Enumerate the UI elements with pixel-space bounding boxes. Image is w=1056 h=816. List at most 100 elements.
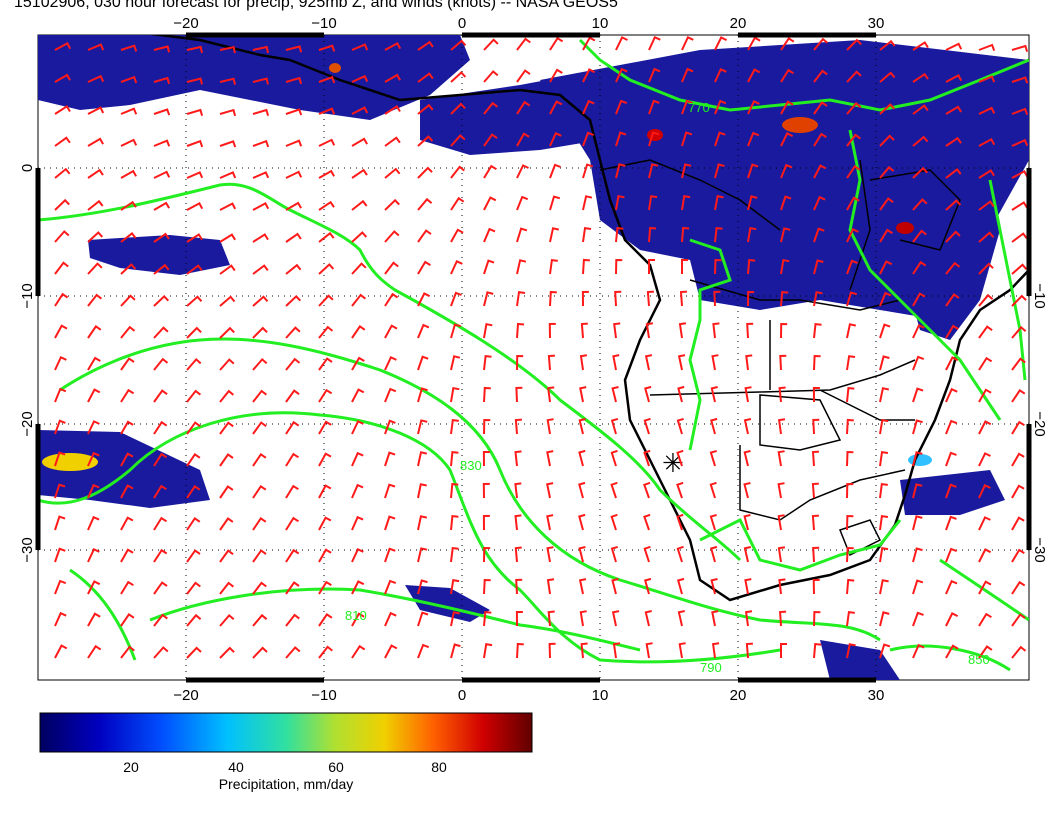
wind-barb xyxy=(87,420,100,435)
wind-barb xyxy=(186,233,203,243)
wind-barb xyxy=(846,482,854,499)
wind-barb xyxy=(777,546,786,563)
wind-barb xyxy=(747,163,759,179)
wind-barb xyxy=(945,105,962,115)
wind-barb xyxy=(547,354,555,371)
wind-barb xyxy=(1011,389,1026,403)
west-africa-coast xyxy=(149,35,291,62)
wind-barb xyxy=(54,451,66,467)
wind-barb xyxy=(912,323,925,339)
wind-barb xyxy=(678,322,687,339)
precip-west-cell xyxy=(88,235,230,275)
wind-barb xyxy=(285,357,301,371)
wind-barb xyxy=(318,357,333,371)
wind-barb xyxy=(945,419,958,435)
precip-core-3 xyxy=(42,453,98,471)
wind-barb xyxy=(681,67,694,83)
wind-barb xyxy=(285,420,300,435)
wind-barb xyxy=(417,611,429,627)
wind-barb xyxy=(318,231,335,243)
wind-barb xyxy=(743,450,751,467)
wind-barb xyxy=(153,326,169,339)
wind-barb xyxy=(417,419,428,435)
wind-barb xyxy=(186,613,202,627)
wind-barb xyxy=(945,612,959,627)
wind-barb xyxy=(579,354,588,371)
country-borders xyxy=(599,159,961,557)
lon-label: 20 xyxy=(730,687,747,704)
wind-barb xyxy=(912,419,923,435)
wind-barb xyxy=(384,387,397,403)
lon-label: −20 xyxy=(173,687,198,704)
wind-barb xyxy=(120,645,135,659)
wind-barb xyxy=(54,136,71,147)
wind-barb xyxy=(846,196,860,211)
wind-barb xyxy=(743,482,751,499)
wind-barb xyxy=(610,449,618,467)
wind-barb xyxy=(483,611,492,627)
wind-barb xyxy=(252,233,269,243)
wind-barb xyxy=(285,108,303,116)
wind-barb xyxy=(648,67,661,83)
wind-barb xyxy=(120,580,134,595)
wind-barb xyxy=(54,355,67,371)
wind-barb xyxy=(846,387,855,403)
wind-barb xyxy=(813,227,825,243)
wind-barb xyxy=(615,163,626,179)
wind-barb xyxy=(709,545,718,563)
lat-label: −20 xyxy=(19,411,36,436)
wind-barb xyxy=(318,294,334,307)
wind-barb xyxy=(1011,484,1025,499)
wind-barb xyxy=(611,577,619,595)
wind-barb xyxy=(186,517,201,531)
wind-barb xyxy=(54,230,70,243)
wind-barb xyxy=(384,547,396,563)
wind-barb xyxy=(549,131,562,147)
wind-barb xyxy=(615,227,624,243)
wind-barb xyxy=(285,484,299,499)
contour-830 xyxy=(59,337,881,642)
wind-barb xyxy=(714,131,726,147)
wind-barb xyxy=(548,322,556,339)
wind-barb xyxy=(153,420,168,435)
wind-barb xyxy=(516,354,524,371)
wind-barb xyxy=(153,357,169,371)
wind-barb xyxy=(846,610,855,627)
wind-barb xyxy=(87,43,105,51)
wind-barb xyxy=(87,451,100,467)
wind-barb xyxy=(318,580,332,595)
wind-barb xyxy=(219,646,235,659)
wind-barb xyxy=(219,485,234,499)
wind-barb xyxy=(384,292,399,307)
wind-barb xyxy=(945,261,961,275)
wind-barb xyxy=(285,646,301,659)
wind-barb xyxy=(285,232,302,243)
wind-barb xyxy=(813,259,824,275)
wind-barb xyxy=(153,646,169,659)
wind-barb xyxy=(644,385,652,403)
wind-barb xyxy=(384,73,401,83)
wind-barb xyxy=(578,481,586,499)
wind-barb xyxy=(549,163,561,179)
wind-barb xyxy=(384,198,400,211)
wind-barb xyxy=(549,258,558,275)
wind-barb xyxy=(677,385,685,403)
wind-barb xyxy=(1011,420,1025,435)
wind-barb xyxy=(645,322,654,339)
lat-label: −10 xyxy=(19,283,36,308)
wind-barb xyxy=(351,262,367,275)
wind-barb xyxy=(252,77,269,85)
wind-barb xyxy=(516,259,527,275)
wind-barb xyxy=(450,579,460,595)
precip-core-6 xyxy=(908,454,932,466)
contour-label-790: 790 xyxy=(700,660,722,675)
wind-barb xyxy=(780,68,795,83)
wind-barb xyxy=(978,106,996,115)
wind-barb xyxy=(709,449,717,467)
wind-barb xyxy=(450,39,467,51)
wind-barb xyxy=(87,293,103,307)
wind-barb xyxy=(186,389,202,403)
wind-barb xyxy=(483,418,491,435)
wind-barb xyxy=(643,513,651,531)
wind-barb xyxy=(812,418,820,435)
